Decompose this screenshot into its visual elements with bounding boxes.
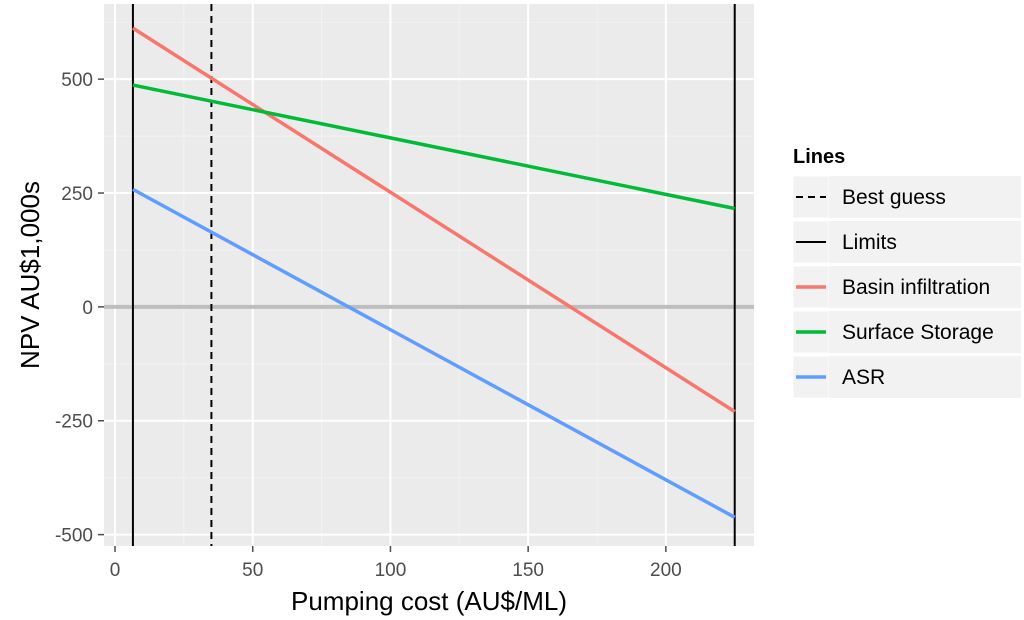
x-tick-label: 150 xyxy=(512,560,544,581)
x-axis-title: Pumping cost (AU$/ML) xyxy=(291,586,567,616)
legend: Lines Best guess Limits Basin infiltration… xyxy=(792,146,1021,399)
legend-key xyxy=(792,310,1021,354)
x-tick-label: 50 xyxy=(242,560,263,581)
plot-panel xyxy=(104,4,754,546)
legend-label: Basin infiltration xyxy=(842,276,990,299)
x-axis-tick-labels: 0 50 100 150 200 xyxy=(110,560,682,581)
y-tick-label: -250 xyxy=(55,412,93,433)
y-axis-title: NPV AU$1,000s xyxy=(15,181,45,369)
vertical-lines xyxy=(131,4,736,546)
legend-key xyxy=(792,355,1021,399)
legend-label: Surface Storage xyxy=(842,321,994,344)
legend-label: ASR xyxy=(842,366,885,389)
y-axis-tick-labels: -500 -250 0 250 500 xyxy=(55,70,93,546)
legend-title: Lines xyxy=(793,146,845,168)
legend-key xyxy=(792,220,1021,264)
legend-label: Limits xyxy=(842,231,897,254)
y-tick-label: -500 xyxy=(55,526,93,547)
x-tick-label: 100 xyxy=(375,560,407,581)
legend-label: Best guess xyxy=(842,186,946,209)
y-tick-label: 0 xyxy=(82,298,93,319)
data-series xyxy=(131,26,736,519)
series-line-asr xyxy=(132,187,736,519)
series-line-basin-infiltration xyxy=(131,26,736,414)
series-line-surface-storage xyxy=(132,83,736,211)
y-tick-label: 250 xyxy=(61,184,93,205)
legend-key xyxy=(792,265,1021,309)
axis-ticks xyxy=(98,78,667,552)
x-tick-label: 0 xyxy=(110,560,121,581)
legend-key xyxy=(792,175,1021,219)
x-tick-label: 200 xyxy=(650,560,682,581)
y-tick-label: 500 xyxy=(61,70,93,91)
